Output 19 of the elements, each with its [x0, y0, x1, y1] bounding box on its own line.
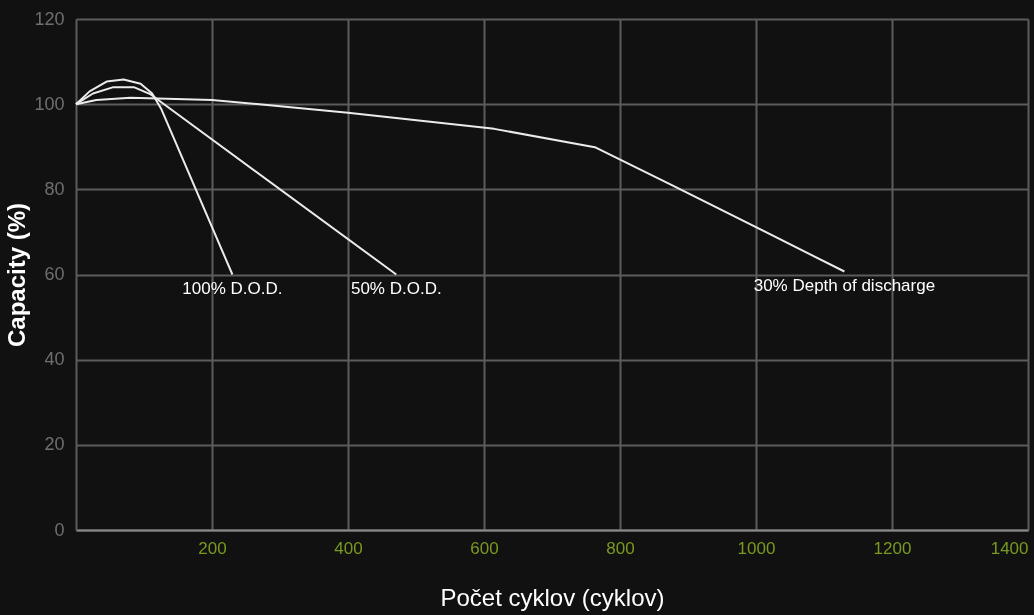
series-label: 50% D.O.D.: [350, 278, 442, 298]
x-tick-label: 200: [198, 538, 227, 558]
y-tick-label: 60: [44, 264, 65, 284]
x-tick-label: 1200: [873, 538, 912, 558]
y-tick-label: 80: [44, 178, 65, 199]
y-axis-title: Capacity (%): [3, 202, 31, 348]
x-tick-label: 600: [470, 538, 499, 558]
x-axis-title: Počet cyklov (cyklov): [440, 583, 665, 611]
x-tick-label: 1000: [737, 538, 776, 558]
series-label: 30% Depth of discharge: [753, 275, 936, 295]
x-tick-label: 800: [606, 538, 635, 558]
y-tick-label: 40: [44, 349, 65, 370]
x-tick-label: 1400: [990, 538, 1029, 558]
y-tick-label: 100: [34, 93, 65, 114]
y-tick-label: 20: [44, 434, 65, 455]
series-label: 100% D.O.D.: [182, 278, 283, 298]
y-tick-label: 120: [34, 8, 65, 29]
y-tick-label: 0: [54, 519, 65, 540]
x-tick-label: 400: [334, 538, 363, 558]
